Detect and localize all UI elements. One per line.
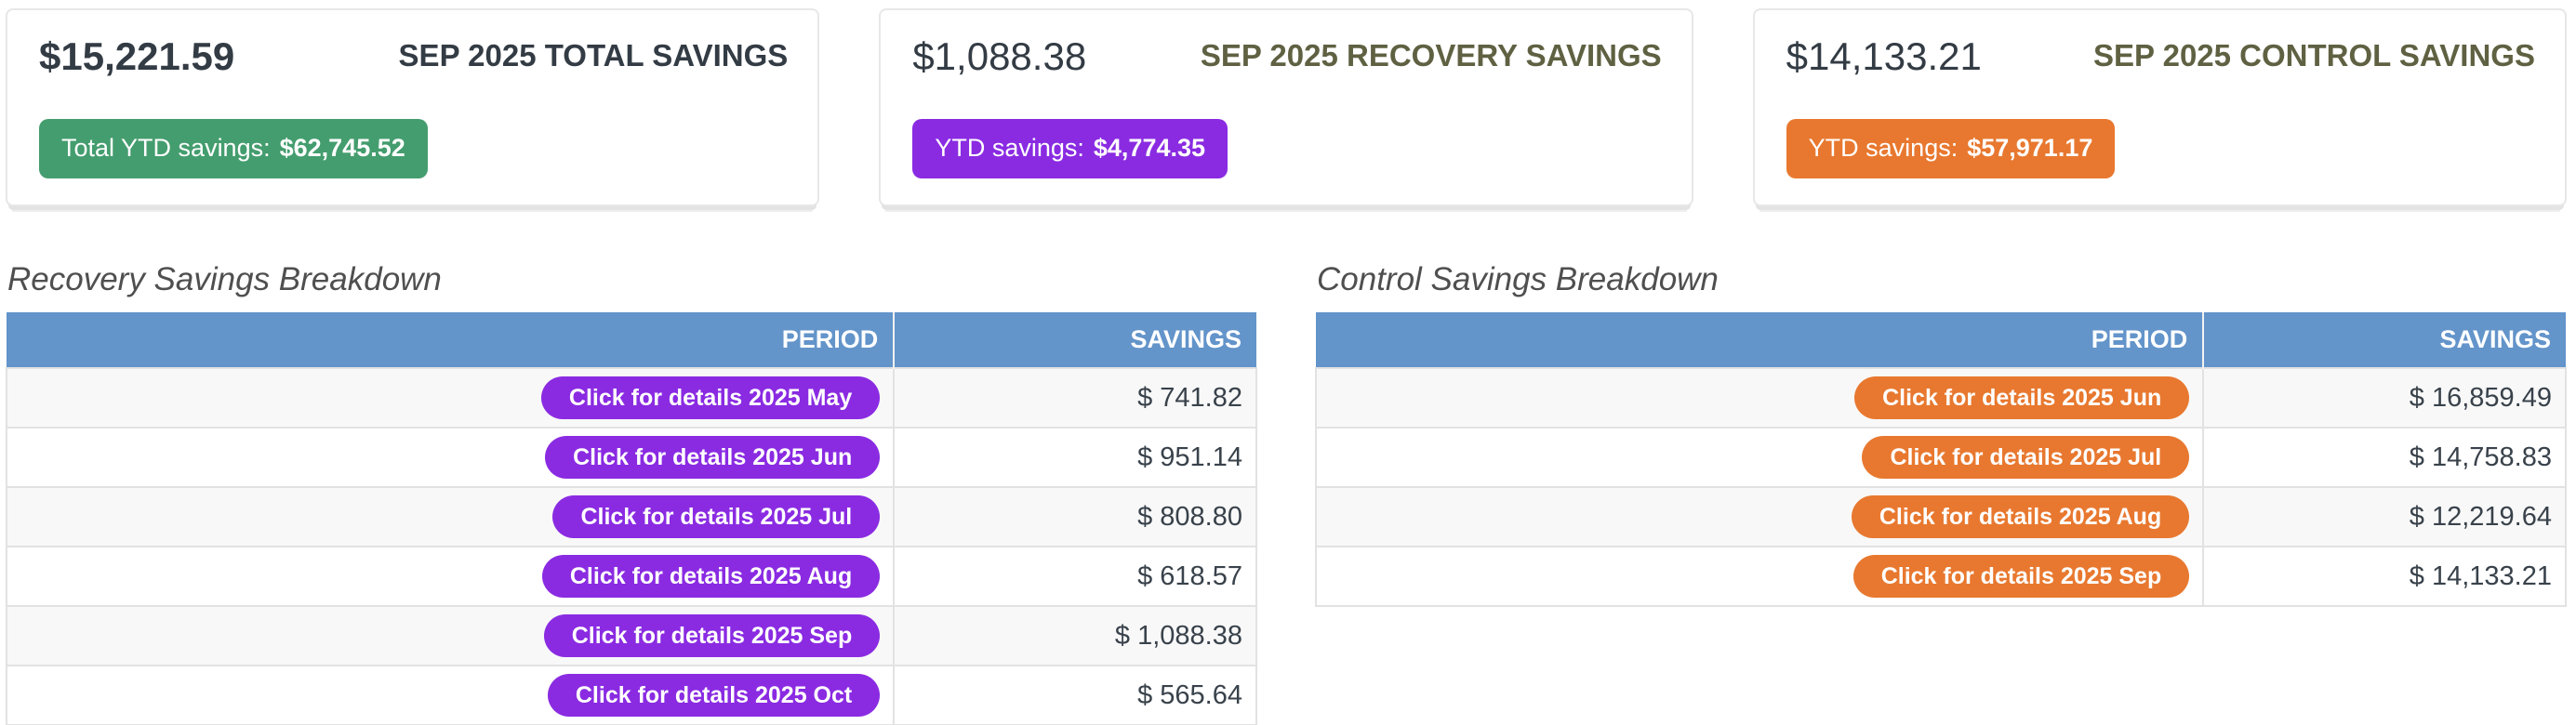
details-button[interactable]: Click for details 2025 Jun [1854,376,2190,419]
card-amount: $14,133.21 [1786,34,1982,78]
recovery-breakdown-table: PERIOD SAVINGS Click for details 2025 Ma… [5,312,1257,725]
badge-value: $4,774.35 [1093,134,1206,163]
card-header: $1,088.38 SEP 2025 RECOVERY SAVINGS [912,34,1661,79]
table-row: Click for details 2025 May $ 741.82 [5,367,1257,428]
table-row: Click for details 2025 Jul $ 14,758.83 [1314,427,2567,488]
details-button[interactable]: Click for details 2025 Jun [545,436,881,479]
period-cell: Click for details 2025 Sep [1314,546,2205,607]
card-header: $15,221.59 SEP 2025 TOTAL SAVINGS [39,34,788,79]
savings-cell: $ 14,758.83 [2202,427,2567,488]
ytd-badge: Total YTD savings: $62,745.52 [39,119,428,178]
badge-label: YTD savings: [1808,134,1959,163]
card-title: SEP 2025 TOTAL SAVINGS [398,38,789,72]
period-cell: Click for details 2025 Oct [5,665,896,725]
table-row: Click for details 2025 Jun $ 951.14 [5,427,1257,488]
control-breakdown-panel: Control Savings Breakdown PERIOD SAVINGS… [1314,260,2567,607]
details-button[interactable]: Click for details 2025 Sep [543,614,881,657]
section-title-control: Control Savings Breakdown [1317,261,1719,297]
summary-card-total: $15,221.59 SEP 2025 TOTAL SAVINGS Total … [6,8,820,206]
details-button[interactable]: Click for details 2025 Oct [547,674,881,717]
ytd-badge: YTD savings: $4,774.35 [912,119,1228,178]
savings-cell: $ 1,088.38 [893,605,1257,666]
details-button[interactable]: Click for details 2025 Jul [552,495,881,538]
column-header-period: PERIOD [1316,312,2204,368]
savings-cell: $ 741.82 [893,367,1257,428]
period-cell: Click for details 2025 Aug [5,546,896,607]
details-button[interactable]: Click for details 2025 Sep [1852,555,2190,598]
period-cell: Click for details 2025 Jul [1314,427,2205,488]
table-header-row: PERIOD SAVINGS [7,312,1256,368]
period-cell: Click for details 2025 Aug [1314,486,2205,547]
savings-cell: $ 951.14 [893,427,1257,488]
table-row: Click for details 2025 Jul $ 808.80 [5,486,1257,547]
period-cell: Click for details 2025 Jul [5,486,896,547]
savings-cell: $ 565.64 [893,665,1257,725]
column-header-period: PERIOD [7,312,895,368]
badge-label: Total YTD savings: [61,134,271,163]
section-title-recovery: Recovery Savings Breakdown [7,261,442,297]
breakdown-tables: Recovery Savings Breakdown PERIOD SAVING… [0,260,2576,725]
table-row: Click for details 2025 Jun $ 16,859.49 [1314,367,2567,428]
column-header-savings: SAVINGS [2202,312,2566,368]
period-cell: Click for details 2025 Sep [5,605,896,666]
table-row: Click for details 2025 Aug $ 618.57 [5,546,1257,607]
savings-cell: $ 12,219.64 [2202,486,2567,547]
column-header-savings: SAVINGS [893,312,1256,368]
badge-label: YTD savings: [935,134,1084,163]
period-cell: Click for details 2025 Jun [1314,367,2205,428]
savings-cell: $ 14,133.21 [2202,546,2567,607]
control-breakdown-table: PERIOD SAVINGS Click for details 2025 Ju… [1314,312,2567,607]
details-button[interactable]: Click for details 2025 Aug [541,555,881,598]
card-amount: $15,221.59 [39,34,235,78]
table-row: Click for details 2025 Aug $ 12,219.64 [1314,486,2567,547]
card-title: SEP 2025 CONTROL SAVINGS [2092,38,2535,72]
badge-value: $62,745.52 [279,134,405,163]
card-title: SEP 2025 RECOVERY SAVINGS [1200,38,1662,72]
table-row: Click for details 2025 Sep $ 14,133.21 [1314,546,2567,607]
recovery-breakdown-panel: Recovery Savings Breakdown PERIOD SAVING… [5,260,1257,725]
table-header-row: PERIOD SAVINGS [1316,312,2566,368]
ytd-badge: YTD savings: $57,971.17 [1786,119,2116,178]
period-cell: Click for details 2025 May [5,367,896,428]
details-button[interactable]: Click for details 2025 Jul [1862,436,2190,479]
badge-value: $57,971.17 [1967,134,2093,163]
summary-card-recovery: $1,088.38 SEP 2025 RECOVERY SAVINGS YTD … [879,8,1693,206]
summary-cards: $15,221.59 SEP 2025 TOTAL SAVINGS Total … [0,0,2576,206]
card-amount: $1,088.38 [912,34,1087,78]
summary-card-control: $14,133.21 SEP 2025 CONTROL SAVINGS YTD … [1752,8,2567,206]
table-row: Click for details 2025 Sep $ 1,088.38 [5,605,1257,666]
savings-cell: $ 618.57 [893,546,1257,607]
savings-cell: $ 808.80 [893,486,1257,547]
details-button[interactable]: Click for details 2025 Aug [1851,495,2190,538]
period-cell: Click for details 2025 Jun [5,427,896,488]
savings-cell: $ 16,859.49 [2202,367,2567,428]
details-button[interactable]: Click for details 2025 May [540,376,881,419]
table-row: Click for details 2025 Oct $ 565.64 [5,665,1257,725]
card-header: $14,133.21 SEP 2025 CONTROL SAVINGS [1786,34,2535,79]
